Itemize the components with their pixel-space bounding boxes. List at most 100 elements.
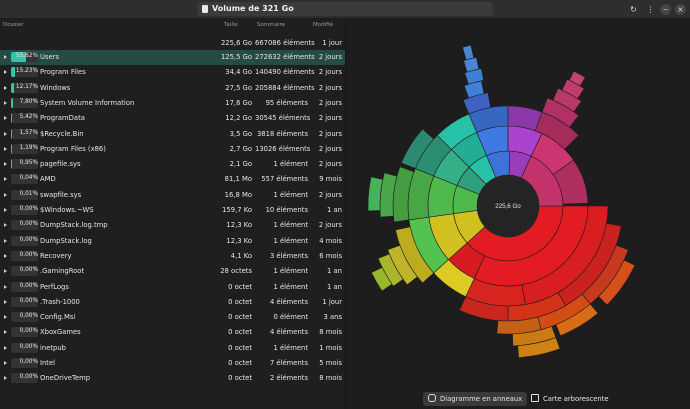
folder-name: Recovery: [40, 251, 72, 260]
ring-segment[interactable]: [568, 70, 586, 87]
table-row[interactable]: 0,04% AMD 81,1 Mo 557 éléments 9 mois: [0, 172, 345, 187]
expand-chevron-icon[interactable]: [4, 192, 7, 197]
folder-item-count: 13026 éléments: [255, 144, 311, 153]
table-row[interactable]: 0,00% XboxGames 0 octet 4 éléments 8 moi…: [0, 325, 345, 340]
column-header-size[interactable]: Taille: [224, 22, 238, 28]
table-row[interactable]: 12,17% Windows 27,5 Go 205884 éléments 2…: [0, 81, 345, 96]
ring-segment[interactable]: [555, 303, 599, 337]
usage-percent: 0,00%: [19, 267, 38, 274]
folder-modified: 1 mois: [319, 343, 342, 352]
expand-chevron-icon[interactable]: [4, 238, 7, 243]
expand-chevron-icon[interactable]: [4, 361, 7, 365]
ring-segment[interactable]: [552, 159, 589, 205]
expand-chevron-icon[interactable]: [4, 315, 7, 320]
folder-item-count: 4 éléments: [269, 297, 308, 306]
table-row[interactable]: 7,80% System Volume Information 17,6 Go …: [0, 96, 345, 111]
expand-chevron-icon[interactable]: [4, 55, 7, 59]
title-bar-path[interactable]: Volume de 321 Go: [197, 2, 493, 16]
usage-percent: 0,00%: [19, 328, 38, 335]
usage-bar: 0,00%: [11, 358, 38, 368]
expand-chevron-icon[interactable]: [4, 223, 7, 228]
folder-item-count: 7 éléments: [269, 359, 308, 367]
usage-bar: 0,00%: [11, 266, 38, 277]
expand-chevron-icon[interactable]: [4, 284, 7, 289]
minimize-icon[interactable]: ‒: [660, 4, 671, 15]
table-row[interactable]: 15,23% Program Files 34,4 Go 140490 élém…: [0, 65, 345, 80]
table-row[interactable]: 0,00% PerfLogs 0 octet 1 élément 1 an: [0, 280, 345, 295]
ring-segment[interactable]: [517, 337, 561, 358]
folder-item-count: 1 élément: [273, 343, 308, 352]
expand-chevron-icon[interactable]: [4, 345, 7, 350]
expand-chevron-icon[interactable]: [4, 100, 7, 105]
usage-percent: 1,19%: [19, 144, 38, 151]
ring-segment[interactable]: [598, 259, 636, 306]
table-row[interactable]: 0,00% .Trash-1000 0 octet 4 éléments 1 j…: [0, 295, 345, 310]
usage-bar: 1,19%: [11, 143, 38, 154]
folder-item-count: 1 élément: [273, 282, 308, 291]
expand-chevron-icon[interactable]: [4, 253, 7, 258]
folder-modified: 2 jours: [318, 129, 342, 138]
table-row[interactable]: 0,00% OneDriveTemp 0 octet 2 éléments 8 …: [0, 371, 345, 386]
usage-bar: 0,01%: [11, 189, 38, 200]
treemap-icon: [531, 394, 539, 402]
treemap-button[interactable]: Carte arborescente: [526, 392, 614, 406]
table-row[interactable]: 0,00% .GamingRoot 28 octets 1 élément 1 …: [0, 264, 345, 279]
ring-chart[interactable]: 225,6 Go: [346, 19, 690, 379]
expand-chevron-icon[interactable]: [4, 131, 7, 136]
folder-modified: 1 jour: [322, 297, 342, 306]
folder-item-count: 10 éléments: [265, 206, 308, 214]
table-row[interactable]: 5,42% ProgramData 12,2 Go 30545 éléments…: [0, 111, 345, 126]
ring-segment[interactable]: [459, 296, 509, 322]
usage-bar: 0,00%: [11, 296, 38, 307]
column-header-contents[interactable]: Sommaire: [257, 22, 285, 28]
usage-bar: 0,00%: [11, 281, 38, 292]
rings-chart-button[interactable]: Diagramme en anneaux: [423, 392, 528, 406]
table-row[interactable]: 0,00% DumpStack.log 12,3 Ko 1 élément 4 …: [0, 234, 345, 249]
refresh-icon[interactable]: ↻: [630, 5, 637, 14]
folder-modified: 5 mois: [319, 359, 342, 367]
ring-segment[interactable]: [462, 44, 475, 61]
expand-chevron-icon[interactable]: [4, 208, 7, 212]
folder-size: 0 octet: [228, 343, 252, 352]
ring-chart-center[interactable]: [477, 175, 539, 237]
table-row[interactable]: 0,00% DumpStack.log.tmp 12,3 Ko 1 élémen…: [0, 218, 345, 233]
table-row[interactable]: 0,95% pagefile.sys 2,1 Go 1 élément 2 jo…: [0, 157, 345, 172]
usage-percent: 0,01%: [19, 190, 38, 197]
expand-chevron-icon[interactable]: [4, 376, 7, 381]
usage-bar: 0,04%: [11, 174, 38, 185]
folder-name: Users: [40, 53, 60, 61]
folder-size: 12,3 Ko: [226, 236, 252, 245]
column-header-folder[interactable]: Dossier: [3, 22, 24, 28]
folder-modified: 2 jours: [318, 98, 342, 107]
usage-bar: 55,62%: [11, 52, 38, 62]
table-row[interactable]: 0,00% Recovery 4,1 Ko 3 éléments 6 mois: [0, 249, 345, 264]
table-row[interactable]: 0,00% Intel 0 octet 7 éléments 5 mois: [0, 356, 345, 371]
folder-modified: 2 jours: [318, 53, 342, 61]
table-row[interactable]: 0,01% swapfile.sys 16,8 Mo 1 élément 2 j…: [0, 188, 345, 203]
folder-modified: 3 ans: [323, 313, 343, 322]
close-icon[interactable]: ×: [675, 4, 686, 15]
expand-chevron-icon[interactable]: [4, 85, 7, 90]
expand-chevron-icon[interactable]: [4, 299, 7, 304]
expand-chevron-icon[interactable]: [4, 177, 7, 182]
ring-segment[interactable]: [400, 128, 435, 169]
ring-segment[interactable]: [367, 176, 384, 212]
folder-name: .Trash-1000: [40, 297, 80, 306]
expand-chevron-icon[interactable]: [4, 330, 7, 335]
ring-segment[interactable]: [370, 266, 393, 292]
table-row[interactable]: 0,00% $Windows.~WS 159,7 Ko 10 éléments …: [0, 203, 345, 218]
expand-chevron-icon[interactable]: [4, 116, 7, 121]
table-row[interactable]: 55,62% Users 125,5 Go 272632 éléments 2 …: [0, 50, 345, 65]
expand-chevron-icon[interactable]: [4, 146, 7, 151]
folder-modified: 2 jours: [318, 160, 342, 169]
expand-chevron-icon[interactable]: [4, 162, 7, 167]
table-row[interactable]: 1,57% $Recycle.Bin 3,5 Go 3818 éléments …: [0, 127, 345, 142]
expand-chevron-icon[interactable]: [4, 269, 7, 274]
column-header-modified[interactable]: Modifié: [313, 22, 333, 28]
table-row[interactable]: 0,00% Config.Msi 0 octet 0 élément 3 ans: [0, 310, 345, 325]
table-row[interactable]: 1,19% Program Files (x86) 2,7 Go 13026 é…: [0, 142, 345, 157]
expand-chevron-icon[interactable]: [4, 70, 7, 75]
table-row[interactable]: 0,00% inetpub 0 octet 1 élément 1 mois: [0, 341, 345, 356]
usage-percent: 0,00%: [19, 206, 38, 212]
menu-icon[interactable]: ⋮: [646, 5, 655, 14]
